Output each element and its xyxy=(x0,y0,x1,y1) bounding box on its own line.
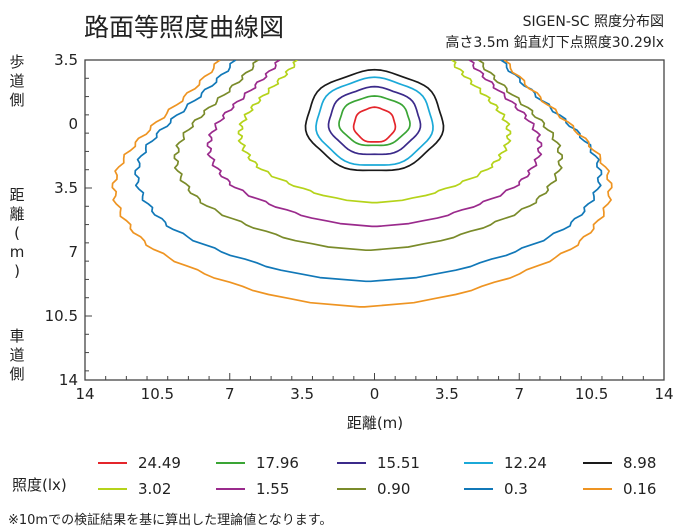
legend-label-15.51: 15.51 xyxy=(377,454,420,472)
y-label-roadway-side-char: 車 xyxy=(9,327,24,345)
x-tick-label: 14 xyxy=(654,385,673,403)
legend-label-8.98: 8.98 xyxy=(623,454,656,472)
contour-8.98 xyxy=(304,68,445,172)
y-label-sidewalk-side-char: 道 xyxy=(9,72,24,90)
x-axis-label: 距離(m) xyxy=(347,414,403,432)
y-axis-label-char: 離 xyxy=(9,205,24,223)
contour-lines xyxy=(111,60,613,308)
y-label-roadway-side-char: 側 xyxy=(9,365,24,383)
y-axis-label: 距離(m) xyxy=(9,186,24,280)
chart-subtitle-conditions: 高さ3.5m 鉛直灯下点照度30.29lx xyxy=(445,34,664,51)
x-tick-label: 7 xyxy=(225,385,235,403)
legend: 24.49 17.96 15.51 12.24 8.98 3.02 1.55 0.90 0.3 0… xyxy=(98,454,656,498)
y-tick-label: 3.5 xyxy=(54,179,78,197)
contour-1.55 xyxy=(206,60,543,228)
y-tick-label: 3.5 xyxy=(54,51,78,69)
x-tick-label: 10.5 xyxy=(575,385,608,403)
footnote: ※10mでの検証結果を基に算出した理論値となります。 xyxy=(8,512,332,528)
legend-label-3.02: 3.02 xyxy=(138,480,171,498)
legend-title: 照度(lx) xyxy=(12,476,67,494)
y-tick-label: 14 xyxy=(59,371,78,389)
contour-24.49 xyxy=(352,106,397,143)
legend-label-12.24: 12.24 xyxy=(504,454,547,472)
chart-title: 路面等照度曲線図 xyxy=(84,13,284,42)
y-axis-label-char: 距 xyxy=(9,186,24,204)
y-tick-label: 7 xyxy=(68,243,78,261)
x-tick-label: 14 xyxy=(75,385,94,403)
y-axis-label-char: m xyxy=(10,243,25,261)
y-tick-labels: 3.5 0 3.5 7 10.5 14 xyxy=(45,51,78,389)
y-axis-label-char: ( xyxy=(14,224,20,242)
x-tick-label: 0 xyxy=(370,385,380,403)
contour-12.24 xyxy=(315,76,434,166)
axis-ticks xyxy=(84,59,665,380)
x-tick-label: 3.5 xyxy=(435,385,459,403)
x-tick-label: 10.5 xyxy=(141,385,174,403)
x-tick-labels: 14 10.5 7 3.5 0 3.5 7 10.5 14 xyxy=(75,385,673,403)
contour-0.90 xyxy=(173,60,564,252)
y-label-sidewalk-side-char: 歩 xyxy=(9,53,24,71)
y-label-roadway-side-char: 道 xyxy=(9,346,24,364)
contour-3.02 xyxy=(237,60,512,204)
y-label-sidewalk-side: 歩道側 xyxy=(9,53,24,109)
legend-label-24.49: 24.49 xyxy=(138,454,181,472)
contour-17.96 xyxy=(338,95,411,147)
y-tick-label: 10.5 xyxy=(45,307,78,325)
contour-0.16 xyxy=(111,60,613,308)
legend-label-0.90: 0.90 xyxy=(377,480,410,498)
chart-subtitle-product: SIGEN-SC 照度分布図 xyxy=(523,14,664,30)
legend-label-1.55: 1.55 xyxy=(256,480,289,498)
contour-15.51 xyxy=(327,85,422,156)
x-tick-label: 7 xyxy=(514,385,524,403)
legend-label-17.96: 17.96 xyxy=(256,454,299,472)
legend-label-0.3: 0.3 xyxy=(504,480,528,498)
y-tick-label: 0 xyxy=(68,115,78,133)
x-tick-label: 3.5 xyxy=(290,385,314,403)
y-label-roadway-side: 車道側 xyxy=(9,327,24,383)
y-label-sidewalk-side-char: 側 xyxy=(9,91,24,109)
legend-label-0.16: 0.16 xyxy=(623,480,656,498)
y-axis-label-char: ) xyxy=(14,262,20,280)
